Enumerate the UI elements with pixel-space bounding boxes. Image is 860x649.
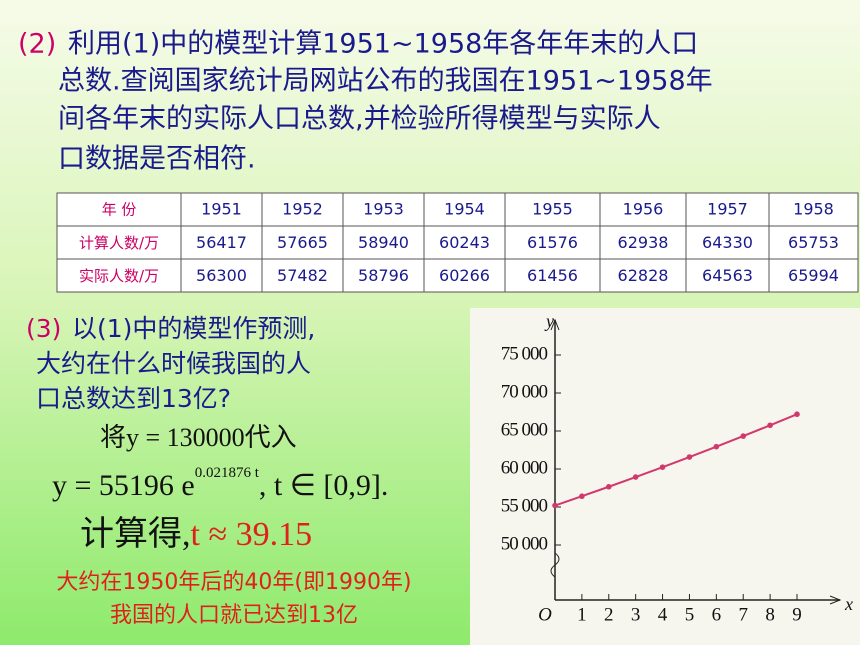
x-tick-label: 3 xyxy=(631,604,641,625)
y-tick-label: 55 000 xyxy=(501,495,548,516)
data-point xyxy=(632,474,639,480)
x-tick-label: 1 xyxy=(577,604,587,625)
section-2: (2) 利用(1)中的模型计算1951~1958年各年年末的人口 总数.查阅国家… xyxy=(18,29,713,175)
data-line xyxy=(554,413,798,507)
axis-break xyxy=(550,552,560,578)
table-header: 1954 xyxy=(444,200,485,219)
table-cell: 57665 xyxy=(277,233,328,252)
table-header: 1952 xyxy=(282,200,323,219)
table-header: 1953 xyxy=(363,200,404,219)
substitute: 将y = 130000代入 xyxy=(100,423,297,452)
x-tick-label: 6 xyxy=(712,604,722,625)
table-cell: 62828 xyxy=(618,266,669,285)
formula-base: y = 55196 e xyxy=(52,469,195,502)
result-value: t ≈ 39.15 xyxy=(191,516,313,553)
axis-label: x xyxy=(844,594,853,614)
y-tick-label: 70 000 xyxy=(501,381,548,402)
formula-exp: 0.021876 t xyxy=(195,465,260,481)
data-point xyxy=(579,493,585,500)
x-tick-label: O xyxy=(538,604,552,625)
formula-tail: , t ∈ [0,9]. xyxy=(259,469,388,502)
table-header: 1958 xyxy=(793,200,834,219)
data-point xyxy=(740,433,747,439)
chart: y x 50 000 55 000 60 000 65 000 70 000 75 000 O 1… xyxy=(501,311,853,625)
table-cell: 61576 xyxy=(527,233,578,252)
label: (3) xyxy=(26,314,61,343)
data-point xyxy=(686,454,693,460)
data-point xyxy=(713,443,720,450)
data-point xyxy=(767,422,773,429)
table-cell: 64563 xyxy=(702,266,753,285)
line: 以(1)中的模型作预测, xyxy=(72,314,315,343)
table-cell: 58940 xyxy=(358,233,409,252)
data-point xyxy=(794,411,800,418)
table-cell: 实际人数/万 xyxy=(79,267,159,285)
x-tick-label: 2 xyxy=(604,604,614,625)
table-header: 年 份 xyxy=(102,201,137,219)
table-cell: 60243 xyxy=(439,233,490,252)
result: 计算得,t ≈ 39.15 xyxy=(80,515,312,553)
table-header: 1956 xyxy=(623,200,664,219)
table-cell: 57482 xyxy=(277,266,328,285)
table-cell: 56417 xyxy=(196,233,247,252)
table-cell: 60266 xyxy=(439,266,490,285)
section-3: (3) 以(1)中的模型作预测, 大约在什么时候我国的人 口总数达到13亿? xyxy=(26,314,315,413)
data-point xyxy=(605,483,612,490)
data-point xyxy=(659,464,666,470)
x-arrow xyxy=(829,595,842,605)
table-header: 1957 xyxy=(707,200,748,219)
x-tick-label: 9 xyxy=(792,604,802,625)
line: 口总数达到13亿? xyxy=(36,384,231,413)
conclusion: 大约在1950年后的40年(即1990年) xyxy=(56,570,411,595)
table-cell: 62938 xyxy=(618,233,669,252)
table-cell: 65753 xyxy=(788,233,839,252)
line: 大约在什么时候我国的人 xyxy=(36,349,311,378)
x-tick-label: 4 xyxy=(658,604,668,625)
line: 口数据是否相符. xyxy=(58,144,256,175)
y-tick-label: 50 000 xyxy=(501,533,548,554)
axis-label: y xyxy=(544,311,554,331)
table-cell: 64330 xyxy=(702,233,753,252)
line: 利用(1)中的模型计算1951~1958年各年年末的人口 xyxy=(68,29,698,60)
x-tick-label: 8 xyxy=(765,604,775,625)
table-cell: 61456 xyxy=(527,266,578,285)
line: 总数.查阅国家统计局网站公布的我国在1951~1958年 xyxy=(58,66,713,97)
formula: y = 55196 e0.021876 t, t ∈ [0,9]. xyxy=(52,465,388,501)
table xyxy=(56,192,859,293)
table-header: 1955 xyxy=(532,200,573,219)
table-cell: 计算人数/万 xyxy=(79,234,159,252)
label: (2) xyxy=(18,29,56,60)
x-tick-label: 5 xyxy=(685,604,695,625)
x-tick-label: 7 xyxy=(738,604,748,625)
line: 间各年末的实际人口总数,并检验所得模型与实际人 xyxy=(58,104,661,135)
y-tick-label: 60 000 xyxy=(501,457,548,478)
table-cell: 65994 xyxy=(788,266,839,285)
y-tick-label: 65 000 xyxy=(501,419,548,440)
table-cell: 56300 xyxy=(196,266,247,285)
table-header: 1951 xyxy=(201,200,242,219)
y-arrow xyxy=(550,318,560,331)
table-cell: 58796 xyxy=(358,266,409,285)
conclusion: 我国的人口就已达到13亿 xyxy=(110,603,358,628)
chart-image xyxy=(470,308,860,645)
y-tick-label: 75 000 xyxy=(501,343,548,364)
result-text: 计算得, xyxy=(80,515,191,553)
data-point xyxy=(552,502,558,509)
